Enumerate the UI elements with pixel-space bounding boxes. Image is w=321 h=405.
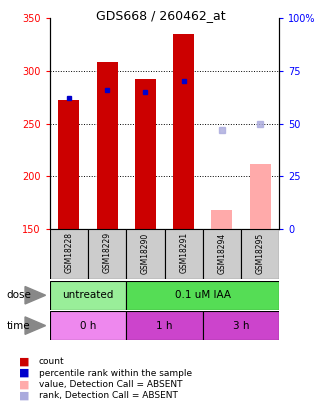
Bar <box>203 229 241 279</box>
Text: ■: ■ <box>19 379 30 389</box>
Text: GSM18291: GSM18291 <box>179 232 188 273</box>
Text: value, Detection Call = ABSENT: value, Detection Call = ABSENT <box>39 380 182 389</box>
Text: 0 h: 0 h <box>80 321 96 330</box>
Text: ■: ■ <box>19 357 30 367</box>
Text: GDS668 / 260462_at: GDS668 / 260462_at <box>96 9 225 22</box>
Bar <box>164 229 203 279</box>
Text: 3 h: 3 h <box>233 321 249 330</box>
Text: percentile rank within the sample: percentile rank within the sample <box>39 369 192 377</box>
Bar <box>126 281 279 310</box>
Bar <box>126 229 164 279</box>
Text: GSM18294: GSM18294 <box>217 232 226 274</box>
Bar <box>135 79 156 229</box>
Text: count: count <box>39 357 64 366</box>
Text: GSM18290: GSM18290 <box>141 232 150 274</box>
Text: time: time <box>6 321 30 330</box>
Bar <box>50 229 88 279</box>
Text: GSM18228: GSM18228 <box>65 232 74 273</box>
Text: ■: ■ <box>19 391 30 401</box>
Text: 1 h: 1 h <box>156 321 173 330</box>
Bar <box>58 100 79 229</box>
Polygon shape <box>25 317 46 335</box>
Bar <box>50 281 126 310</box>
Bar <box>97 62 118 229</box>
Text: ■: ■ <box>19 368 30 378</box>
Text: untreated: untreated <box>62 290 114 300</box>
Text: GSM18295: GSM18295 <box>256 232 265 274</box>
Bar <box>250 164 271 229</box>
Bar <box>88 229 126 279</box>
Bar <box>241 229 279 279</box>
Text: GSM18229: GSM18229 <box>103 232 112 273</box>
Polygon shape <box>25 286 46 304</box>
Bar <box>50 311 126 340</box>
Bar <box>203 311 279 340</box>
Text: dose: dose <box>6 290 31 300</box>
Bar <box>211 210 232 229</box>
Bar <box>173 34 194 229</box>
Text: 0.1 uM IAA: 0.1 uM IAA <box>175 290 231 300</box>
Bar <box>126 311 203 340</box>
Text: rank, Detection Call = ABSENT: rank, Detection Call = ABSENT <box>39 391 178 400</box>
